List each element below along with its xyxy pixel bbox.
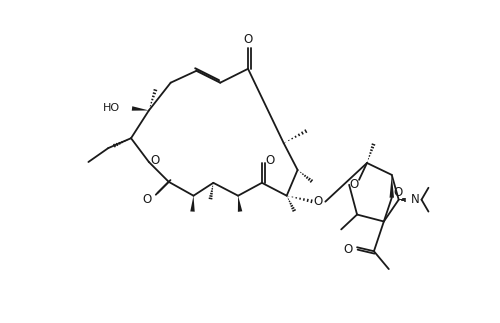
Text: O: O [350, 178, 358, 191]
Text: O: O [314, 195, 323, 208]
Polygon shape [190, 196, 194, 212]
Text: O: O [265, 153, 274, 167]
Text: O: O [150, 153, 160, 167]
Text: N: N [411, 193, 420, 206]
Text: HO: HO [103, 103, 120, 113]
Text: O: O [344, 243, 353, 256]
Polygon shape [390, 175, 394, 198]
Polygon shape [238, 196, 242, 212]
Text: O: O [142, 193, 152, 206]
Text: O: O [244, 33, 252, 46]
Polygon shape [132, 106, 149, 111]
Text: O: O [393, 186, 402, 199]
